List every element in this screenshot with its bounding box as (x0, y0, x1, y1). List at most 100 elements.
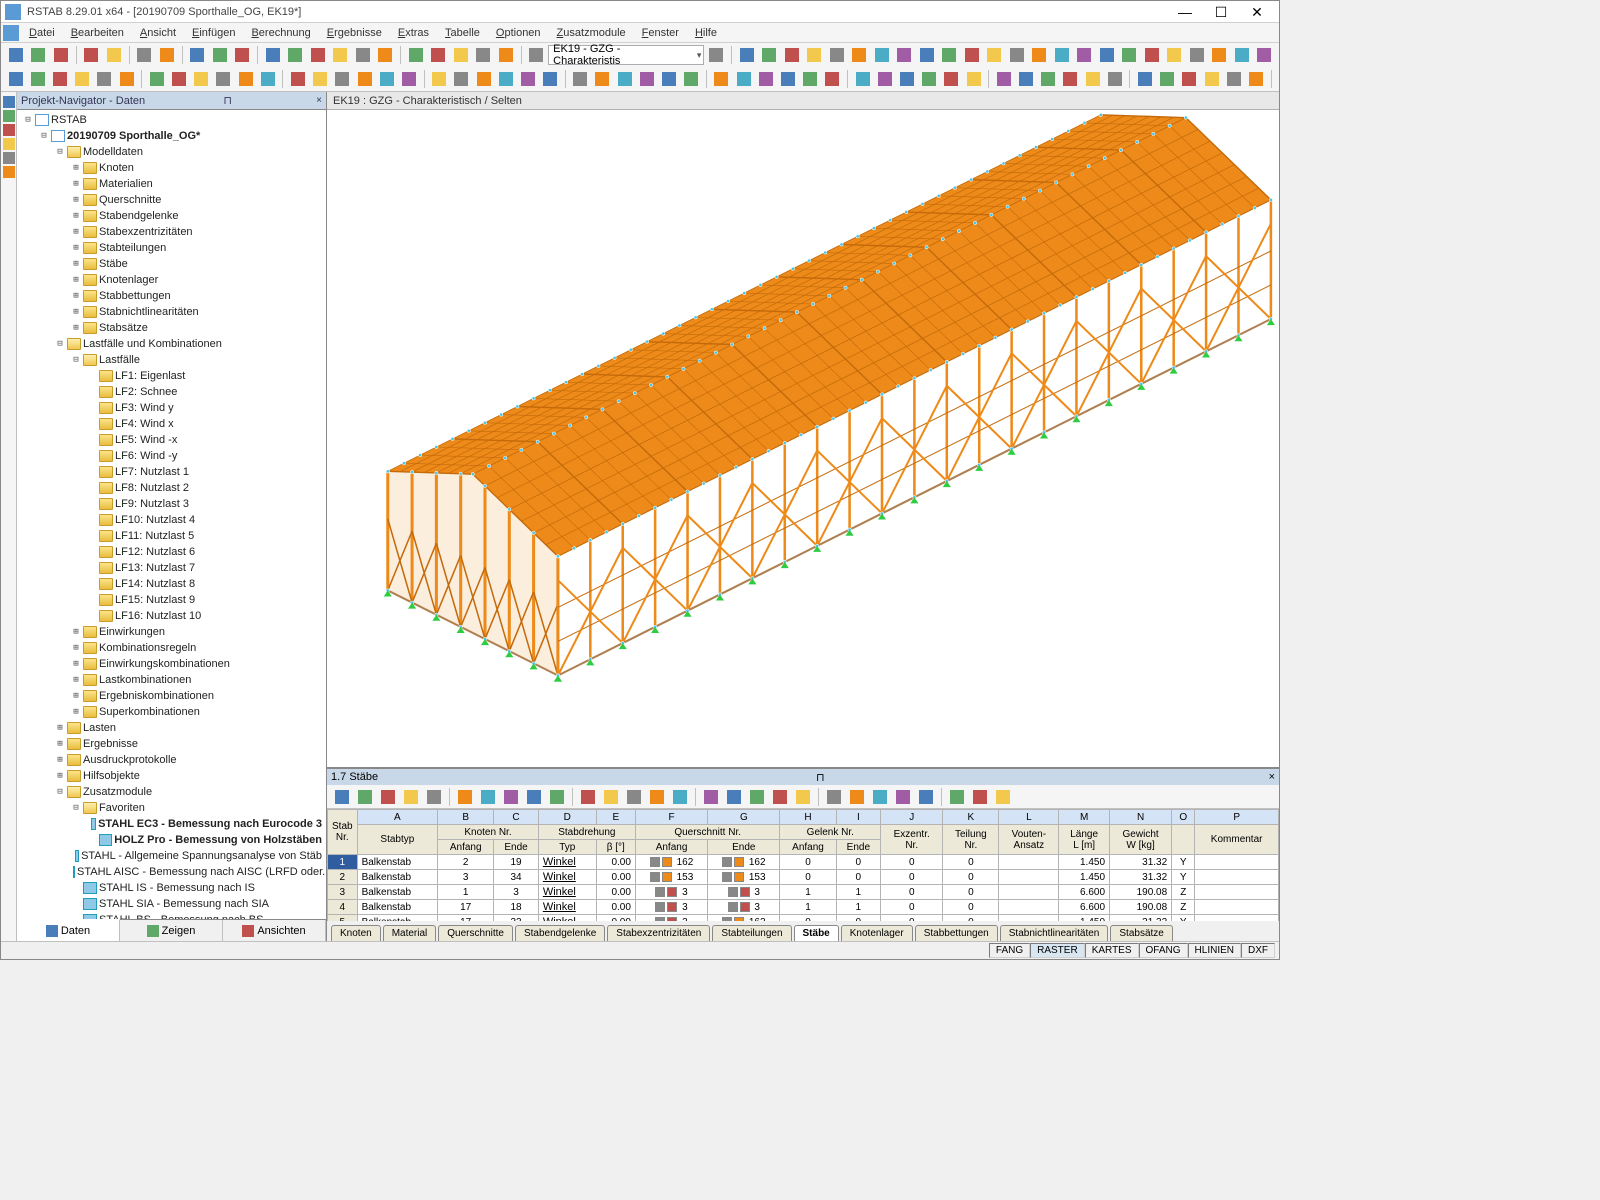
tree-item[interactable]: ⊟Lastfälle und Kombinationen (53, 336, 324, 352)
tree-expander[interactable]: ⊞ (71, 304, 81, 320)
tb2-4-5[interactable] (681, 68, 702, 90)
tree-item[interactable]: ⊞Kombinationsregeln (69, 640, 324, 656)
tree-item[interactable]: ⊟20190709 Sporthalle_OG* (37, 128, 324, 144)
app-menu-icon[interactable] (3, 25, 19, 41)
tree-item[interactable]: LF11: Nutzlast 5 (85, 528, 324, 544)
tb-misc1-6[interactable] (871, 44, 893, 66)
tb-view-z[interactable] (473, 44, 495, 66)
tb2-8-0[interactable] (1134, 68, 1155, 90)
tree-item[interactable]: LF14: Nutzlast 8 (85, 576, 324, 592)
tree-item[interactable]: LF7: Nutzlast 1 (85, 464, 324, 480)
tree-item[interactable]: LF4: Wind x (85, 416, 324, 432)
tb2-6-3[interactable] (919, 68, 940, 90)
tree-expander[interactable]: ⊞ (71, 240, 81, 256)
tb2-0-2[interactable] (49, 68, 70, 90)
maximize-button[interactable]: ☐ (1203, 2, 1239, 22)
tree-expander[interactable]: ⊟ (71, 800, 81, 816)
status-raster[interactable]: RASTER (1030, 943, 1085, 958)
tb2-3-5[interactable] (540, 68, 561, 90)
tbl-btn-22[interactable] (869, 786, 891, 808)
leftbar-icon-2[interactable] (3, 124, 15, 136)
close-button[interactable]: ✕ (1239, 2, 1275, 22)
tb-paste[interactable] (232, 44, 254, 66)
tree-expander[interactable]: ⊞ (55, 720, 65, 736)
tb2-8-2[interactable] (1179, 68, 1200, 90)
tb2-8-3[interactable] (1201, 68, 1222, 90)
navigator-tree[interactable]: ⊟RSTAB⊟20190709 Sporthalle_OG*⊟Modelldat… (17, 110, 326, 919)
tb2-5-1[interactable] (733, 68, 754, 90)
tbl-btn-21[interactable] (846, 786, 868, 808)
tb-save[interactable] (50, 44, 72, 66)
tree-item[interactable]: STAHL - Allgemeine Spannungsanalyse von … (69, 848, 324, 864)
tree-expander[interactable]: ⊞ (71, 272, 81, 288)
tree-item[interactable]: LF6: Wind -y (85, 448, 324, 464)
loadcase-combo[interactable]: EK19 - GZG - Charakteristis (548, 45, 704, 65)
tbl-btn-12[interactable] (623, 786, 645, 808)
tbl-btn-2[interactable] (377, 786, 399, 808)
tb2-6-2[interactable] (896, 68, 917, 90)
tbl-btn-19[interactable] (792, 786, 814, 808)
tb-prev-lc[interactable] (526, 44, 548, 66)
nav-tab-ansichten[interactable]: Ansichten (223, 920, 326, 941)
tb-redo[interactable] (156, 44, 178, 66)
tb-new[interactable] (5, 44, 27, 66)
tree-item[interactable]: ⊞Stabteilungen (69, 240, 324, 256)
table-tab-10[interactable]: Stabsätze (1110, 925, 1172, 941)
tree-item[interactable]: LF9: Nutzlast 3 (85, 496, 324, 512)
tb-misc1-21[interactable] (1209, 44, 1231, 66)
tb2-3-1[interactable] (451, 68, 472, 90)
tb-undo[interactable] (134, 44, 156, 66)
tb-misc1-9[interactable] (938, 44, 960, 66)
table-tab-1[interactable]: Material (383, 925, 437, 941)
tree-expander[interactable]: ⊟ (55, 144, 65, 160)
tree-expander[interactable]: ⊞ (71, 256, 81, 272)
tb-pan[interactable] (307, 44, 329, 66)
tbl-btn-1[interactable] (354, 786, 376, 808)
tree-item[interactable]: LF2: Schnee (85, 384, 324, 400)
tb-misc1-10[interactable] (961, 44, 983, 66)
tree-expander[interactable]: ⊞ (71, 288, 81, 304)
tb-misc1-22[interactable] (1231, 44, 1253, 66)
tb-misc1-0[interactable] (736, 44, 758, 66)
tb-misc1-3[interactable] (803, 44, 825, 66)
leftbar-icon-3[interactable] (3, 138, 15, 150)
tree-item[interactable]: ⊞Stabbettungen (69, 288, 324, 304)
tb2-2-5[interactable] (398, 68, 419, 90)
table-row[interactable]: 3Balkenstab13Winkel0.00 3 311006.600190.… (328, 885, 1279, 900)
tb-misc1-23[interactable] (1254, 44, 1276, 66)
tbl-btn-4[interactable] (423, 786, 445, 808)
tb-copy[interactable] (209, 44, 231, 66)
tb2-1-2[interactable] (191, 68, 212, 90)
tree-expander[interactable]: ⊞ (71, 224, 81, 240)
menu-zusatzmodule[interactable]: Zusatzmodule (549, 25, 634, 41)
leftbar-icon-1[interactable] (3, 110, 15, 122)
tb-view-persp[interactable] (495, 44, 517, 66)
tbl-btn-20[interactable] (823, 786, 845, 808)
menu-bearbeiten[interactable]: Bearbeiten (63, 25, 132, 41)
tbl-btn-14[interactable] (669, 786, 691, 808)
tb-misc1-1[interactable] (758, 44, 780, 66)
tb2-0-0[interactable] (5, 68, 26, 90)
tree-item[interactable]: LF8: Nutzlast 2 (85, 480, 324, 496)
tree-item[interactable]: ⊞Stäbe (69, 256, 324, 272)
tb2-2-3[interactable] (354, 68, 375, 90)
tb-next-lc[interactable] (705, 44, 727, 66)
tb-misc1-17[interactable] (1119, 44, 1141, 66)
tb2-0-1[interactable] (27, 68, 48, 90)
tb2-6-0[interactable] (852, 68, 873, 90)
tb-misc1-20[interactable] (1186, 44, 1208, 66)
tbl-btn-3[interactable] (400, 786, 422, 808)
tb2-2-0[interactable] (287, 68, 308, 90)
tb2-3-4[interactable] (517, 68, 538, 90)
tree-expander[interactable]: ⊞ (71, 208, 81, 224)
tree-item[interactable]: ⊟RSTAB (21, 112, 324, 128)
tb2-8-1[interactable] (1157, 68, 1178, 90)
tree-item[interactable]: ⊞Superkombinationen (69, 704, 324, 720)
tbl-btn-5[interactable] (454, 786, 476, 808)
tree-item[interactable]: LF16: Nutzlast 10 (85, 608, 324, 624)
tree-item[interactable]: ⊞Einwirkungen (69, 624, 324, 640)
tree-item[interactable]: ⊞Einwirkungskombinationen (69, 656, 324, 672)
table-tab-5[interactable]: Stabteilungen (712, 925, 791, 941)
tree-item[interactable]: ⊞Knotenlager (69, 272, 324, 288)
tree-item[interactable]: ⊟Modelldaten (53, 144, 324, 160)
